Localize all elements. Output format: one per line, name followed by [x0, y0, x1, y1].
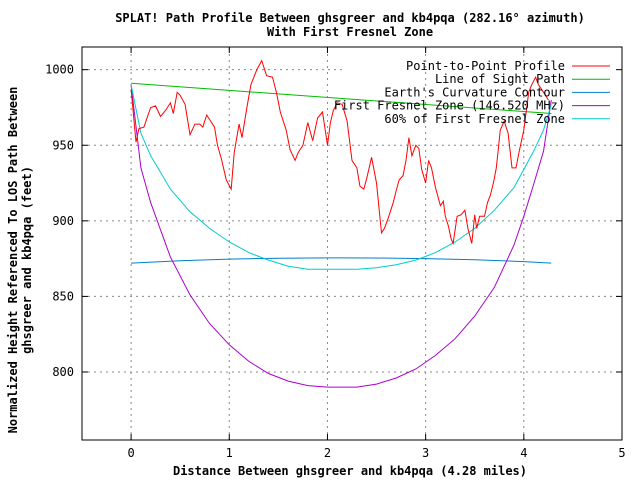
- x-tick-label: 0: [127, 446, 134, 460]
- y-tick-label: 900: [52, 214, 74, 228]
- x-axis-label: Distance Between ghsgreer and kb4pqa (4.…: [173, 464, 527, 478]
- x-tick-label: 5: [618, 446, 625, 460]
- y-tick-label: 800: [52, 365, 74, 379]
- y-tick-label: 950: [52, 138, 74, 152]
- plot-frame: [81, 46, 623, 441]
- series-line-4: [130, 84, 552, 270]
- x-tick-label: 1: [226, 446, 233, 460]
- x-tick-label: 2: [324, 446, 331, 460]
- x-tick-label: 3: [422, 446, 429, 460]
- legend-label: 60% of First Fresnel Zone: [384, 112, 565, 126]
- legend-label: First Fresnel Zone (146.520 MHz): [334, 99, 565, 113]
- legend-label: Point-to-Point Profile: [406, 59, 565, 73]
- series-line-1: [131, 82, 552, 114]
- series-line-2: [131, 257, 552, 264]
- y-axis-label-line-1: Normalized Height Referenced To LOS Path…: [6, 87, 20, 434]
- axis-ticks: 0 1 2 3 4 5 800 850 900 950 1000: [45, 47, 626, 460]
- legend-label: Earth's Curvature Contour: [384, 85, 565, 99]
- series-line-3: [130, 84, 552, 388]
- grid: [82, 47, 622, 440]
- y-tick-label: 850: [52, 289, 74, 303]
- series-layer: [130, 59, 552, 388]
- y-axis-label-line-2: ghsgreer and kb4pqa (feet): [20, 166, 34, 354]
- chart-title-line-1: SPLAT! Path Profile Between ghsgreer and…: [115, 11, 585, 25]
- chart-title-line-2: With First Fresnel Zone: [267, 25, 433, 39]
- series-line-0: [130, 59, 549, 246]
- legend-label: Line of Sight Path: [435, 72, 565, 86]
- x-tick-label: 4: [520, 446, 527, 460]
- y-tick-label: 1000: [45, 63, 74, 77]
